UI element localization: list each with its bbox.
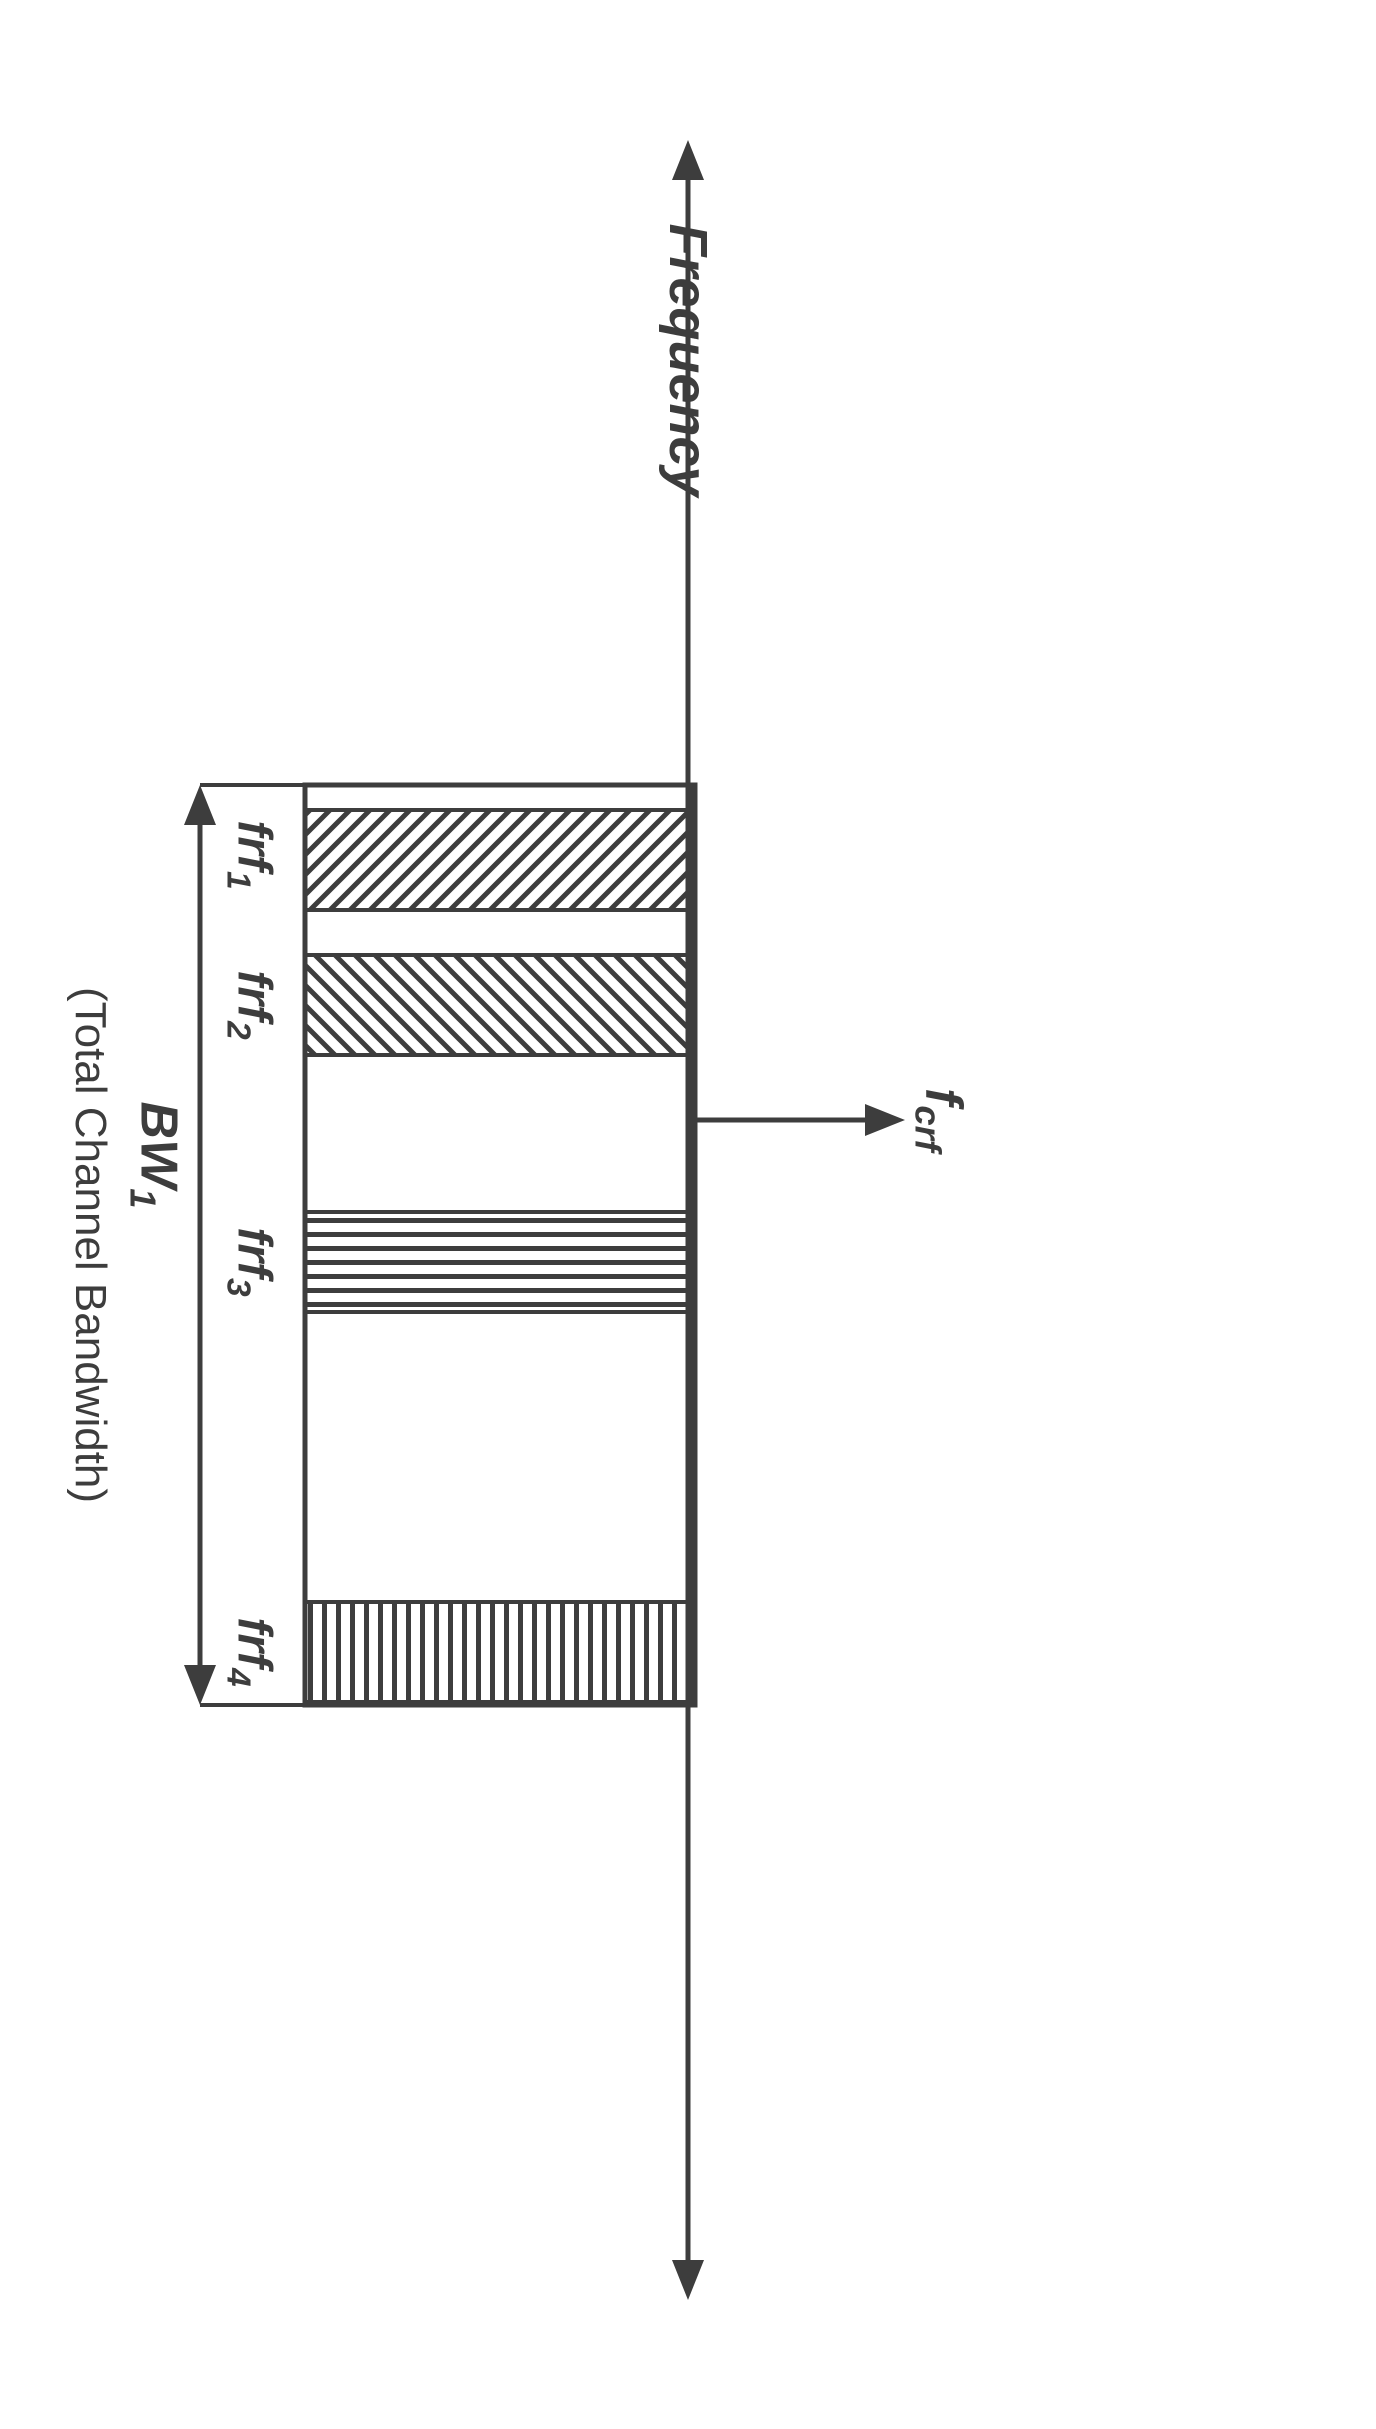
fcrf-sub: crf	[907, 1105, 948, 1152]
frequency-axis-label: Frequency	[657, 223, 719, 496]
frf1-f: frf	[227, 820, 280, 871]
frf1-label: frf1	[219, 820, 282, 889]
bw-label: BW1	[121, 1102, 188, 1209]
fcrf-label: fcrf	[906, 1088, 973, 1152]
subband-frf2	[305, 955, 695, 1055]
page: Frequency fcrf frf1 frf2 frf3 frf4 BW1 (…	[0, 0, 1376, 2429]
frf2-label: frf2	[219, 970, 282, 1039]
frf1-sub: 1	[220, 871, 257, 890]
frf4-f: frf	[227, 1617, 280, 1668]
subband-frf4	[305, 1602, 695, 1702]
frf4-label: frf4	[219, 1617, 282, 1686]
bw-sublabel-text: (Total Channel Bandwidth)	[66, 987, 115, 1503]
frf4-sub: 4	[220, 1668, 257, 1687]
bw-sub: 1	[122, 1188, 163, 1208]
subband-frf3	[305, 1212, 695, 1312]
frf2-sub: 2	[220, 1021, 257, 1040]
frf3-f: frf	[227, 1227, 280, 1278]
fcrf-f: f	[915, 1088, 973, 1105]
frf3-label: frf3	[219, 1227, 282, 1296]
frequency-text: Frequency	[658, 223, 718, 496]
frf3-sub: 3	[220, 1278, 257, 1297]
subband-frf1	[305, 810, 695, 910]
bw-text: BW	[130, 1102, 188, 1189]
frf2-f: frf	[227, 970, 280, 1021]
bw-sublabel: (Total Channel Bandwidth)	[65, 987, 115, 1503]
